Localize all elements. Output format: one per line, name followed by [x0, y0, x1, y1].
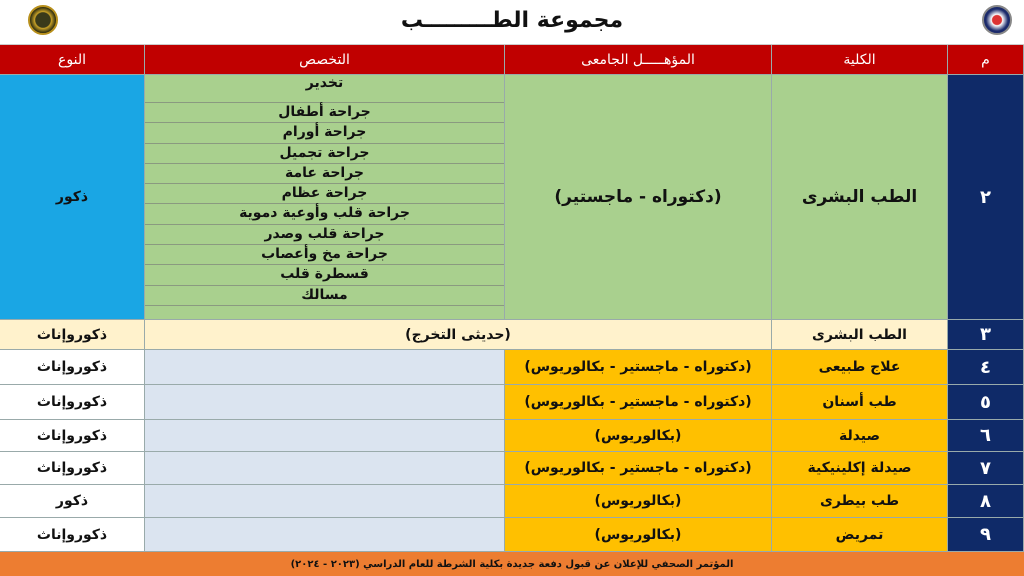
table-header: النوع التخصص المؤهـــــل الجامعى الكلية … — [0, 45, 1024, 75]
specialty-list: تخدير جراحة أطفال جراحة أورام جراحة تجمي… — [145, 75, 505, 320]
header-number: م — [948, 45, 1024, 75]
table-row: ذكوروإناث (بكالوريوس) تمريض ٩ — [0, 518, 1024, 552]
table-row: ذكوروإناث (دكتوراه - ماجستير - بكالوريوس… — [0, 385, 1024, 420]
table-row: ذكوروإناث (حديثى التخرج) الطب البشرى ٣ — [0, 320, 1024, 350]
page-title: مجموعة الطـــــــــب — [400, 8, 624, 33]
header-college: الكلية — [772, 45, 948, 75]
college-cell: صيدلة إكلينيكية — [772, 452, 948, 485]
college-cell: الطب البشرى — [772, 320, 948, 350]
specialty-cell — [145, 452, 505, 485]
college-cell: الطب البشرى — [772, 75, 948, 320]
college-cell: طب أسنان — [772, 385, 948, 420]
gender-cell: ذكور — [0, 75, 145, 320]
specialty-item: مسالك — [145, 286, 504, 306]
specialty-cell — [145, 350, 505, 385]
specialty-item: جراحة أطفال — [145, 103, 504, 124]
table-row: ذكور تخدير جراحة أطفال جراحة أورام جراحة… — [0, 75, 1024, 320]
gender-cell: ذكور — [0, 485, 145, 518]
specialty-item: قسطرة قلب — [145, 265, 504, 286]
row-number: ٢ — [948, 75, 1024, 320]
gender-cell: ذكوروإناث — [0, 452, 145, 485]
header-specialty: التخصص — [145, 45, 505, 75]
college-cell: علاج طبيعى — [772, 350, 948, 385]
police-emblem-logo — [28, 5, 58, 35]
header-gender: النوع — [0, 45, 145, 75]
table-row: ذكوروإناث (دكتوراه - ماجستير - بكالوريوس… — [0, 350, 1024, 385]
table-row: ذكوروإناث (بكالوريوس) صيدلة ٦ — [0, 420, 1024, 452]
row-number: ٨ — [948, 485, 1024, 518]
row-number: ٥ — [948, 385, 1024, 420]
specialty-item: جراحة مخ وأعصاب — [145, 245, 504, 266]
gender-cell: ذكوروإناث — [0, 350, 145, 385]
degree-cell: (بكالوريوس) — [505, 485, 772, 518]
police-academy-logo — [982, 5, 1012, 35]
table-row: ذكوروإناث (دكتوراه - ماجستير - بكالوريوس… — [0, 452, 1024, 485]
gender-cell: ذكوروإناث — [0, 320, 145, 350]
specialty-item: جراحة عظام — [145, 184, 504, 205]
degree-cell: (حديثى التخرج) — [145, 320, 772, 350]
college-cell: صيدلة — [772, 420, 948, 452]
specialty-item: جراحة قلب وأوعية دموية — [145, 204, 504, 225]
footer-banner: المؤتمر الصحفي للإعلان عن قبول دفعة جديد… — [0, 552, 1024, 576]
gender-cell: ذكوروإناث — [0, 518, 145, 552]
row-number: ٦ — [948, 420, 1024, 452]
specialty-item: جراحة عامة — [145, 164, 504, 185]
specialty-item: تخدير — [145, 75, 504, 103]
college-cell: تمريض — [772, 518, 948, 552]
specialty-cell — [145, 485, 505, 518]
header-degree: المؤهـــــل الجامعى — [505, 45, 772, 75]
degree-cell: (بكالوريوس) — [505, 420, 772, 452]
specialty-cell — [145, 385, 505, 420]
degree-cell: (دكتوراه - ماجستير - بكالوريوس) — [505, 385, 772, 420]
college-cell: طب بيطرى — [772, 485, 948, 518]
degree-cell: (دكتوراه - ماجستير - بكالوريوس) — [505, 452, 772, 485]
specialty-cell — [145, 518, 505, 552]
table-row: ذكور (بكالوريوس) طب بيطرى ٨ — [0, 485, 1024, 518]
specialty-item: جراحة قلب وصدر — [145, 225, 504, 246]
gender-cell: ذكوروإناث — [0, 385, 145, 420]
specialty-item: جراحة تجميل — [145, 144, 504, 164]
title-bar: مجموعة الطـــــــــب — [0, 0, 1024, 45]
specialty-item: جراحة أورام — [145, 123, 504, 144]
row-number: ٤ — [948, 350, 1024, 385]
specialty-cell — [145, 420, 505, 452]
degree-cell: (بكالوريوس) — [505, 518, 772, 552]
row-number: ٧ — [948, 452, 1024, 485]
degree-cell: (دكتوراه - ماجستير - بكالوريوس) — [505, 350, 772, 385]
row-number: ٣ — [948, 320, 1024, 350]
row-number: ٩ — [948, 518, 1024, 552]
degree-cell: (دكتوراه - ماجستير) — [505, 75, 772, 320]
gender-cell: ذكوروإناث — [0, 420, 145, 452]
